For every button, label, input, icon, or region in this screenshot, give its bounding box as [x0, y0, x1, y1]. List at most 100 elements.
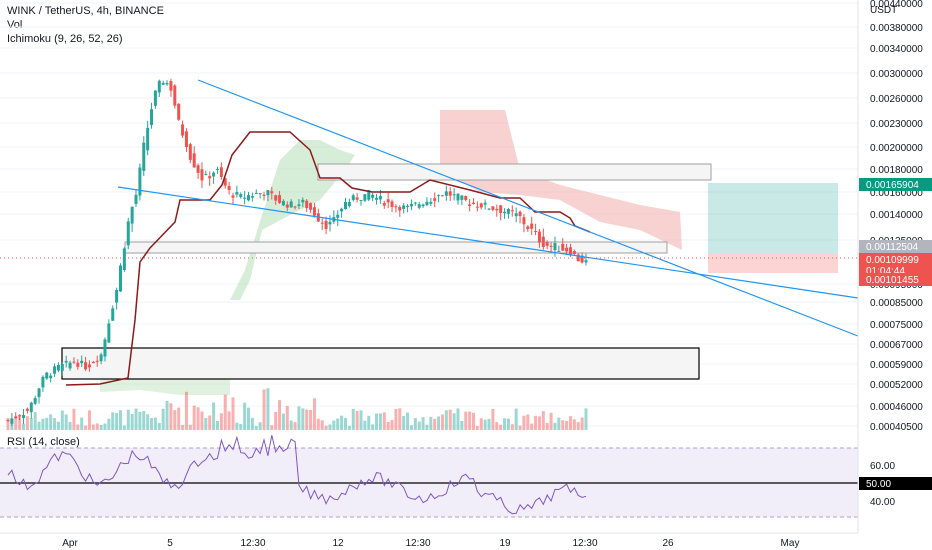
volume-bar [18, 417, 22, 430]
candle-body [10, 418, 14, 424]
candle-body [177, 103, 181, 120]
volume-bar [208, 415, 212, 430]
candle-body [363, 194, 367, 201]
candle-body [487, 208, 491, 210]
volume-bar [472, 412, 476, 430]
volume-bar [231, 397, 235, 430]
candle-body [522, 217, 526, 225]
current-price-tag-text: 0.00109999 [866, 255, 919, 266]
candle-body [359, 199, 363, 201]
volume-bar [6, 418, 10, 430]
volume-bar [530, 423, 534, 430]
volume-bar [343, 417, 347, 430]
volume-bar [200, 411, 204, 430]
volume-bar [371, 424, 375, 430]
volume-bar [316, 418, 320, 430]
candle-body [262, 194, 266, 196]
price-tick-label: 0.00260000 [870, 94, 923, 105]
candle-body [398, 207, 402, 211]
volume-bar [553, 422, 557, 430]
volume-bar [235, 422, 239, 430]
volume-bar [10, 418, 14, 430]
candle-body [324, 220, 328, 230]
candle-body [157, 80, 161, 93]
candle-body [25, 408, 29, 411]
candle-body [293, 206, 297, 208]
volume-bar [506, 418, 510, 430]
price-tick-label: 0.00085000 [870, 298, 923, 309]
volume-indicator-label[interactable]: Vol [7, 19, 23, 31]
candle-body [188, 144, 192, 160]
candle-body [491, 206, 495, 210]
time-tick-label: 19 [499, 538, 511, 549]
candle-body [219, 167, 223, 177]
candle-body [425, 201, 429, 206]
rsi-indicator-label[interactable]: RSI (14, close) [7, 436, 80, 448]
volume-bar [134, 408, 138, 430]
volume-bar [95, 423, 99, 430]
volume-bar [561, 420, 565, 430]
volume-bar [192, 405, 196, 430]
time-tick-label: 5 [167, 538, 173, 549]
volume-bar [541, 411, 545, 430]
volume-bar [258, 422, 262, 430]
target-price-tag-text: 0.00165904 [866, 180, 919, 191]
volume-bar [227, 411, 231, 430]
volume-bar [107, 418, 111, 430]
candle-body [340, 208, 344, 212]
symbol-title[interactable]: WINK / TetherUS, 4h, BINANCE [7, 5, 164, 17]
candle-body [561, 243, 565, 251]
candle-body [413, 202, 417, 204]
candle-body [375, 197, 379, 200]
candle-body [305, 200, 309, 209]
candle-body [534, 230, 538, 232]
candle-body [247, 195, 251, 201]
volume-bar [468, 411, 472, 430]
candle-body [568, 247, 572, 256]
candle-body [130, 206, 134, 224]
candle-body [475, 206, 479, 208]
candle-body [243, 197, 247, 199]
volume-bar [289, 420, 293, 430]
volume-bar [328, 424, 332, 430]
volume-bar [72, 408, 76, 430]
candle-body [499, 205, 503, 213]
candle-body [33, 398, 37, 404]
volume-bar [115, 413, 119, 430]
volume-bar [503, 418, 507, 430]
candle-body [367, 190, 371, 200]
candle-body [142, 142, 146, 171]
price-tick-label: 0.00200000 [870, 143, 923, 154]
candle-body [235, 192, 239, 195]
candle-body [409, 203, 413, 207]
candle-body [91, 361, 95, 364]
candle-body [53, 366, 57, 374]
rsi-mid-tag-text: 50.00 [866, 479, 891, 490]
volume-bar [557, 417, 561, 430]
resistance-box [317, 163, 712, 181]
volume-bar [479, 418, 483, 430]
candle-body [472, 202, 476, 204]
volume-bar [219, 413, 223, 430]
upper-box-price-tag [859, 240, 932, 253]
volume-bar [126, 409, 130, 430]
candle-body [118, 265, 122, 292]
volume-bar [177, 407, 181, 430]
volume-bar [25, 416, 29, 430]
time-tick-label: 12:30 [405, 538, 430, 549]
candle-body [537, 231, 541, 243]
price-tick-label: 0.00059000 [870, 360, 923, 371]
candle-body [351, 195, 355, 200]
volume-bar [456, 408, 460, 430]
volume-bar [340, 415, 344, 430]
volume-bar [37, 421, 41, 430]
time-tick-label: 12:30 [572, 538, 597, 549]
volume-bar [130, 414, 134, 430]
volume-bar [103, 423, 107, 430]
demand-box [61, 347, 700, 380]
time-tick-label: Apr [62, 538, 78, 549]
ichimoku-indicator-label[interactable]: Ichimoku (9, 26, 52, 26) [7, 33, 123, 45]
volume-bar [33, 412, 37, 430]
time-tick-label: 12 [332, 538, 344, 549]
